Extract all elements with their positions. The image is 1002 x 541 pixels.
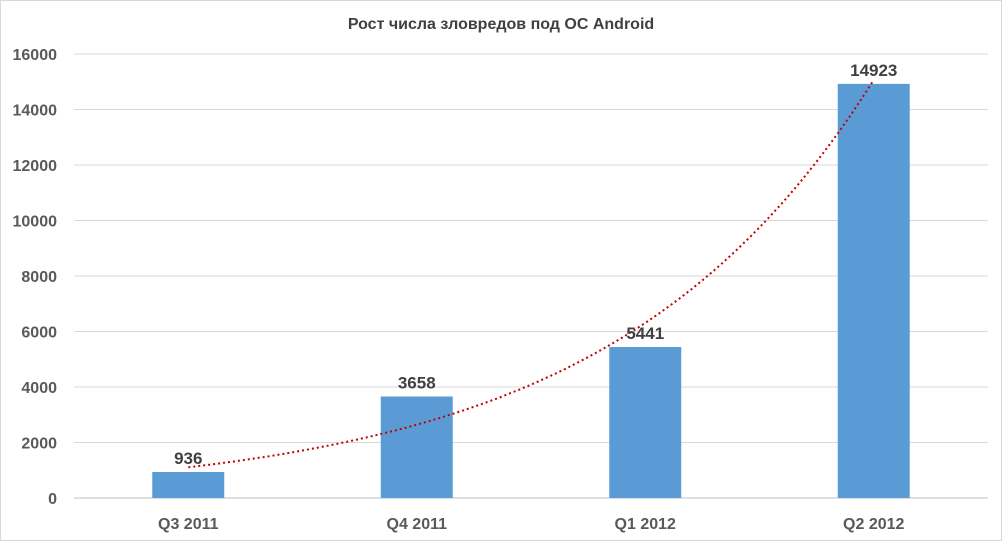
trendline-layer: [188, 79, 875, 469]
bar: [152, 472, 225, 498]
bar: [380, 396, 453, 498]
data-label: 14923: [850, 61, 897, 80]
data-label: 936: [174, 449, 202, 468]
y-axis-tick-labels: 0 2000 4000 6000 8000 10000 12000 14000 16000: [13, 47, 58, 508]
x-tick-label: Q3 2011: [158, 516, 219, 533]
bar: [609, 347, 682, 498]
x-axis-tick-labels: Q3 2011 Q4 2011 Q1 2012 Q2 2012: [158, 516, 905, 533]
bars: [152, 83, 910, 498]
y-tick-label: 2000: [21, 436, 57, 453]
y-tick-label: 14000: [13, 103, 58, 120]
y-tick-label: 8000: [21, 269, 57, 286]
y-tick-label: 10000: [13, 214, 58, 231]
chart-title: Рост числа зловредов под ОС Android: [348, 16, 654, 33]
y-tick-label: 0: [48, 491, 57, 508]
y-tick-label: 12000: [13, 158, 58, 175]
data-label: 3658: [398, 373, 436, 392]
y-tick-label: 6000: [21, 325, 57, 342]
y-tick-label: 16000: [13, 47, 58, 64]
data-labels: 936 3658 5441 14923: [174, 61, 897, 468]
bar: [837, 83, 910, 498]
x-tick-label: Q1 2012: [615, 516, 676, 533]
data-label: 5441: [626, 324, 664, 343]
gridlines: [74, 53, 988, 499]
x-tick-label: Q2 2012: [843, 516, 904, 533]
x-tick-label: Q4 2011: [387, 516, 448, 533]
y-tick-label: 4000: [21, 380, 57, 397]
trendline: [188, 79, 875, 469]
